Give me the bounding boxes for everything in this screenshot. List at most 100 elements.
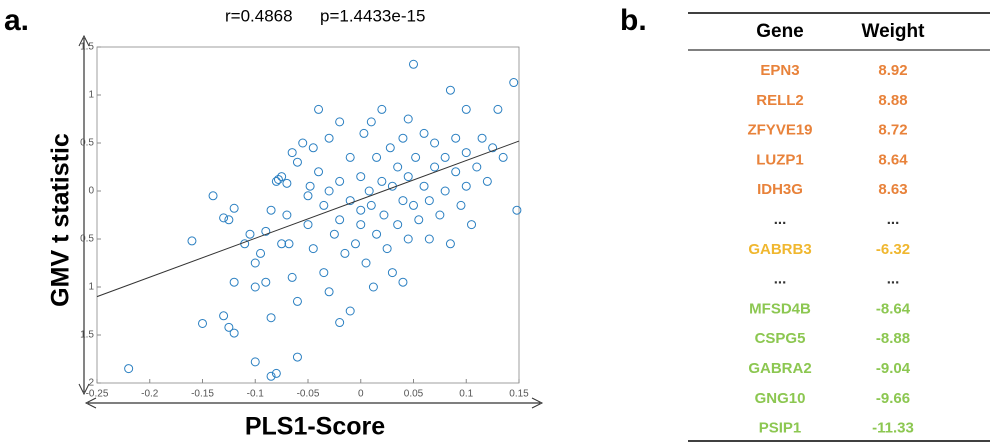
gene-cell: GABRB3 xyxy=(748,241,811,258)
y-tick-label: 1 xyxy=(88,282,94,293)
point xyxy=(359,128,369,138)
point xyxy=(266,205,276,215)
point xyxy=(440,186,450,196)
point xyxy=(451,133,461,143)
point xyxy=(292,296,302,306)
point xyxy=(385,143,395,153)
point xyxy=(512,205,522,215)
point xyxy=(398,133,408,143)
point xyxy=(445,239,455,249)
point xyxy=(356,172,366,182)
point xyxy=(305,181,315,191)
point xyxy=(488,143,498,153)
point xyxy=(356,205,366,215)
point xyxy=(261,226,271,236)
weight-cell: -8.88 xyxy=(876,330,910,347)
point xyxy=(198,318,207,328)
point xyxy=(482,176,492,186)
x-tick-label: -0.05 xyxy=(297,389,320,400)
point xyxy=(124,364,134,374)
y-tick-label: 0.5 xyxy=(80,138,94,149)
point xyxy=(303,220,313,230)
weight-cell: 8.72 xyxy=(878,122,907,139)
point xyxy=(356,220,366,230)
y-tick-label: 0.5 xyxy=(80,234,94,245)
point xyxy=(261,277,271,287)
gene-cell: ... xyxy=(774,211,787,228)
point xyxy=(387,268,397,278)
panel-label: a. xyxy=(4,4,29,37)
point xyxy=(350,239,360,249)
x-tick-label: 0.1 xyxy=(459,389,473,400)
point xyxy=(414,215,424,225)
point xyxy=(224,215,234,225)
point xyxy=(364,186,374,196)
x-tick-label: 0.05 xyxy=(404,389,424,400)
point xyxy=(219,213,229,223)
fit-line xyxy=(96,140,520,298)
x-axis-label: PLS1-Score xyxy=(245,413,385,441)
gene-cell: ZFYVE19 xyxy=(747,122,812,139)
point xyxy=(229,277,239,287)
arrow-head xyxy=(78,34,90,396)
point xyxy=(298,138,308,148)
x-tick-label: 0.15 xyxy=(509,389,529,400)
point xyxy=(411,152,421,162)
point xyxy=(335,117,345,127)
point xyxy=(509,78,519,88)
point xyxy=(379,210,389,220)
point xyxy=(229,203,239,213)
gene-cell: EPN3 xyxy=(760,62,799,79)
point xyxy=(424,234,434,244)
point xyxy=(303,191,313,201)
weight-cell: 8.88 xyxy=(878,92,907,109)
y-tick-label: 0 xyxy=(88,186,94,197)
point xyxy=(366,200,376,210)
weight-cell: 8.63 xyxy=(878,181,907,198)
point xyxy=(284,239,294,249)
weight-cell: -9.04 xyxy=(876,360,911,377)
point xyxy=(430,138,440,148)
point xyxy=(403,234,413,244)
point xyxy=(493,104,503,114)
gene-cell: MFSD4B xyxy=(749,300,811,317)
point xyxy=(271,368,281,378)
point xyxy=(208,191,218,201)
point xyxy=(292,157,302,167)
y-tick-label: 1 xyxy=(88,90,94,101)
x-tick-label: 0 xyxy=(358,389,364,400)
chart-title: p=1.4433e-15 xyxy=(320,6,425,25)
point xyxy=(219,311,229,321)
point xyxy=(461,181,471,191)
y-axis-label: GMV t statistic xyxy=(47,133,75,307)
point xyxy=(393,162,403,172)
point xyxy=(245,229,255,239)
y-tick-label: 2 xyxy=(88,378,94,389)
weight-cell: ... xyxy=(887,211,900,228)
x-tick-label: -0.1 xyxy=(247,389,265,400)
point xyxy=(382,244,392,254)
gene-cell: IDH3G xyxy=(757,181,803,198)
point xyxy=(277,172,287,182)
gene-cell: ... xyxy=(774,271,787,288)
point xyxy=(393,220,403,230)
point xyxy=(250,357,260,367)
point xyxy=(187,236,197,246)
point xyxy=(324,287,334,297)
point xyxy=(287,272,297,282)
point xyxy=(435,210,445,220)
point xyxy=(398,277,408,287)
point xyxy=(250,282,260,292)
y-tick-label: 1.5 xyxy=(80,330,94,341)
table-header: Gene xyxy=(756,21,804,42)
point xyxy=(319,200,329,210)
point xyxy=(377,104,387,114)
point xyxy=(345,196,355,206)
point xyxy=(266,371,276,381)
gene-cell: GABRA2 xyxy=(748,360,811,377)
gene-cell: RELL2 xyxy=(756,92,804,109)
y-tick-label: 1.5 xyxy=(80,42,94,53)
plot-frame xyxy=(96,46,520,384)
